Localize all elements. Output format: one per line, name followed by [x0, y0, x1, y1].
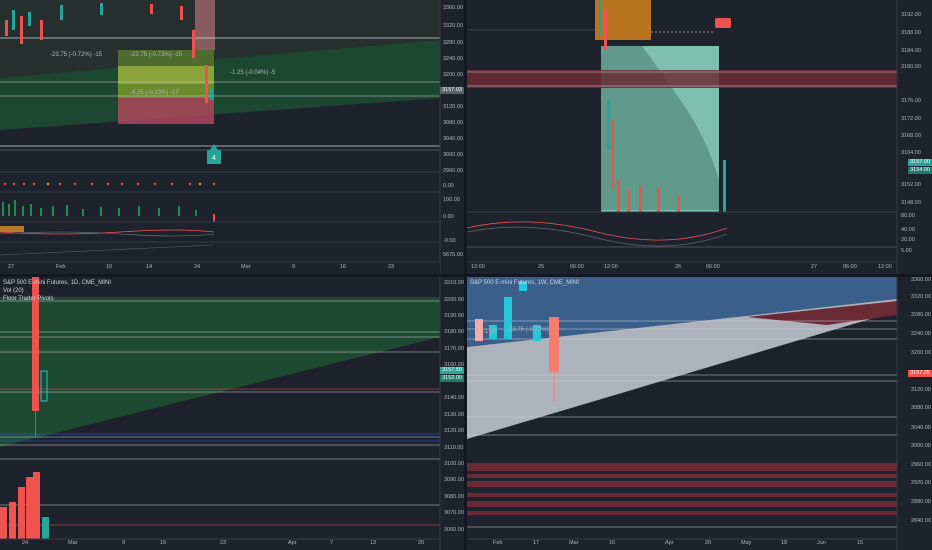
price-axis-br[interactable]: 3360.00 3320.00 3280.00 3240.00 3200.00 … — [911, 277, 931, 524]
candles-br — [475, 281, 559, 401]
chart-pane-top-left[interactable]: 4 — [0, 0, 464, 274]
price-tag-tr-1: 3157.00 — [908, 159, 932, 166]
signal-dots — [3, 182, 216, 186]
svg-text:-1.25 (-0.04%) -5: -1.25 (-0.04%) -5 — [230, 70, 276, 76]
price-axis-bl[interactable]: 3210.00 3200.00 3190.00 3180.00 3170.00 … — [444, 280, 464, 533]
svg-text:-4.25 (-0.13%) -17: -4.25 (-0.13%) -17 — [521, 371, 570, 377]
price-axis-tr[interactable]: 3192.00 3188.00 3184.00 3180.00 3176.00 … — [901, 12, 921, 254]
chart-pane-bottom-left[interactable]: S&P 500 E-mini Futures, 1D, CME_MINI Vol… — [0, 277, 464, 550]
time-axis-br[interactable]: Feb 17 Mar 16 Apr 20 May 18 Jun 15 — [493, 540, 864, 546]
chart-legend-bl[interactable]: S&P 500 E-mini Futures, 1D, CME_MINI Vol… — [3, 279, 111, 303]
price-tag-bl-2: 3152.00 — [440, 375, 464, 382]
chart-pane-bottom-right[interactable]: -1.00 -23.75 (-0.72%) -1.25 (-0.04%) -5 … — [467, 277, 932, 550]
badge-text: 4 — [212, 155, 216, 162]
svg-text:-4.25 (-0.13%) -17: -4.25 (-0.13%) -17 — [130, 90, 179, 96]
svg-text:-23.75 (-0.72%): -23.75 (-0.72%) — [507, 327, 549, 333]
svg-text:-1.00: -1.00 — [483, 329, 497, 335]
symbol-title-bl[interactable]: S&P 500 E-mini Futures, 1D, CME_MINI — [3, 280, 111, 286]
indicator-vol[interactable]: Vol (20) — [3, 288, 24, 294]
svg-text:-23.75 (-0.72%) -15: -23.75 (-0.72%) -15 — [50, 52, 103, 58]
price-axis-tl[interactable]: 3360.00 3320.00 3280.00 3240.00 3200.00 … — [443, 5, 463, 258]
badge-marker — [207, 150, 221, 164]
time-axis-tl[interactable]: 27 Feb 10 14 24 Mar 9 16 23 — [8, 264, 395, 270]
time-axis-bl[interactable]: 24 Mar 9 16 23 Apr 7 13 20 — [22, 540, 425, 546]
svg-text:-1.25 (-0.04%) -5: -1.25 (-0.04%) -5 — [563, 347, 609, 353]
chart-canvas-br[interactable]: -1.00 -23.75 (-0.72%) -1.25 (-0.04%) -5 … — [467, 277, 932, 550]
chart-legend-br[interactable]: S&P 500 E-mini Futures, 1W, CME_MINI — [470, 279, 579, 287]
price-tag-br: 3157.25 — [908, 370, 932, 377]
chart-canvas-bl[interactable] — [0, 277, 464, 550]
indicator-pivots[interactable]: Floor Trader Pivots — [3, 296, 54, 302]
time-axis-tr[interactable]: 12:00 25 06:00 12:00 26 06:00 27 06:00 1… — [471, 264, 892, 270]
chart-canvas-tl[interactable]: 4 — [0, 0, 464, 274]
candles-tl — [5, 3, 213, 103]
symbol-title-br[interactable]: S&P 500 E-mini Futures, 1W, CME_MINI — [470, 280, 579, 286]
chart-canvas-tr[interactable] — [467, 0, 932, 274]
price-tag-bl-1: 3157.50 — [440, 367, 464, 374]
current-price-tag-tl: 3157.03 — [440, 87, 464, 94]
svg-text:-22.75 (-0.73%) -15: -22.75 (-0.73%) -15 — [130, 52, 183, 58]
price-tag-tr-2: 3154.00 — [908, 167, 932, 174]
histogram-tl — [2, 200, 215, 222]
candles-tr — [599, 0, 726, 212]
chart-pane-top-right[interactable]: 3192.00 3188.00 3184.00 3180.00 3176.00 … — [467, 0, 932, 274]
pane-divider-horizontal[interactable] — [0, 274, 932, 277]
volume-bars-bl — [0, 472, 49, 539]
